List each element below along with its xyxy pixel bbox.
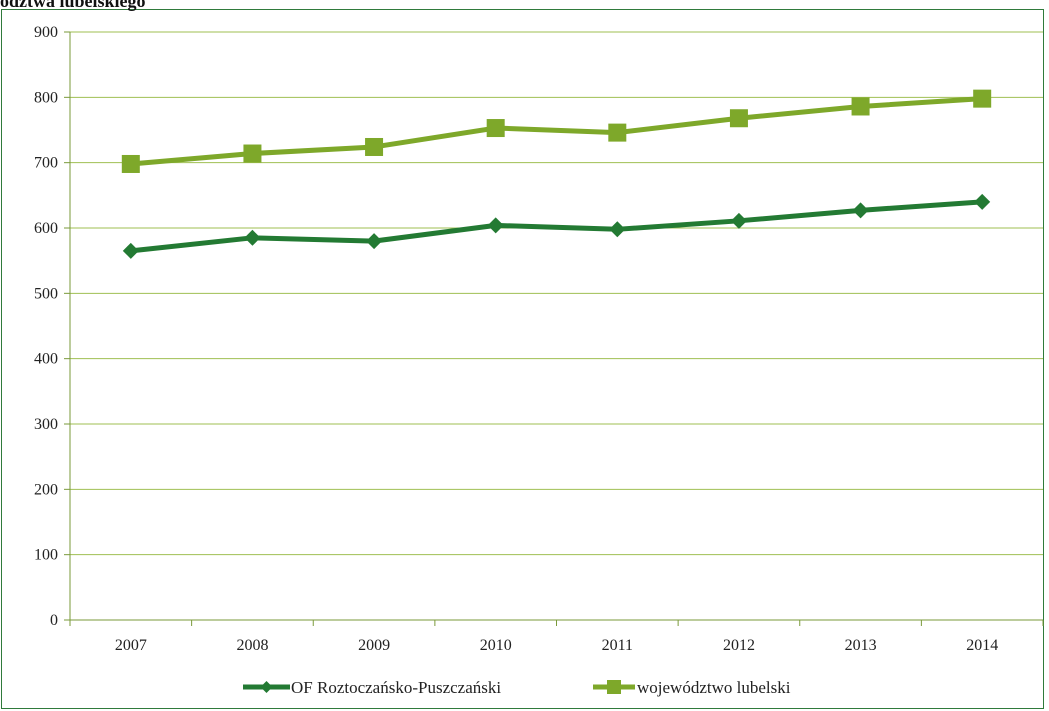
x-tick-label: 2010 [480, 637, 512, 654]
legend-item-2: województwo lubelski [593, 678, 791, 697]
data-point-square [486, 119, 505, 138]
y-tick-label: 400 [34, 351, 58, 368]
data-point-square [608, 123, 627, 142]
data-point-square [851, 97, 870, 116]
data-point-diamond [730, 212, 747, 229]
data-point-diamond [366, 233, 383, 250]
series-line [130, 96, 983, 167]
data-point-square [729, 109, 748, 128]
x-tick-label: 2012 [723, 637, 755, 654]
x-tick-label: 2013 [845, 637, 877, 654]
data-point-diamond [244, 229, 261, 246]
data-point-diamond [260, 681, 273, 693]
data-point-diamond [609, 221, 626, 238]
axes [64, 31, 1044, 626]
x-tick-labels: 2007 2008 2009 2010 2011 2012 2013 2014 [115, 637, 998, 654]
y-tick-label: 200 [34, 481, 58, 498]
y-tick-label: 300 [34, 416, 58, 433]
series-1 [122, 193, 991, 259]
legend: OF Roztoczańsko-Puszczański województwo l… [243, 678, 791, 697]
x-tick-label: 2011 [602, 637, 633, 654]
data-point-square [973, 89, 992, 108]
data-point-diamond [852, 202, 869, 219]
y-tick-labels: 0 100 200 300 400 500 600 700 800 900 [34, 24, 58, 629]
series-line [130, 199, 983, 254]
y-tick-label: 0 [50, 612, 58, 629]
x-tick-label: 2014 [966, 637, 998, 654]
y-tick-label: 100 [34, 547, 58, 564]
data-point-square [121, 154, 140, 173]
data-point-diamond [122, 242, 139, 259]
y-tick-label: 800 [34, 89, 58, 106]
chart-frame [1, 9, 1044, 709]
data-point-square [243, 144, 262, 163]
y-tick-label: 500 [34, 285, 58, 302]
x-tick-label: 2007 [115, 637, 147, 654]
x-tick-label: 2008 [236, 637, 268, 654]
legend-label: OF Roztoczańsko-Puszczański [291, 678, 501, 697]
data-point-square [607, 680, 621, 694]
y-tick-label: 700 [34, 155, 58, 172]
series-2 [121, 89, 992, 173]
y-tick-label: 600 [34, 220, 58, 237]
grid-lines [70, 31, 1043, 556]
data-point-square [365, 137, 384, 156]
y-tick-label: 900 [34, 24, 58, 41]
data-point-diamond [487, 217, 504, 234]
legend-label: województwo lubelski [637, 678, 791, 697]
x-tick-label: 2009 [358, 637, 390, 654]
series [121, 89, 992, 259]
legend-item-1: OF Roztoczańsko-Puszczański [243, 678, 501, 697]
data-point-diamond [974, 193, 991, 210]
chart-caption: odztwa lubelskiego [0, 0, 146, 11]
